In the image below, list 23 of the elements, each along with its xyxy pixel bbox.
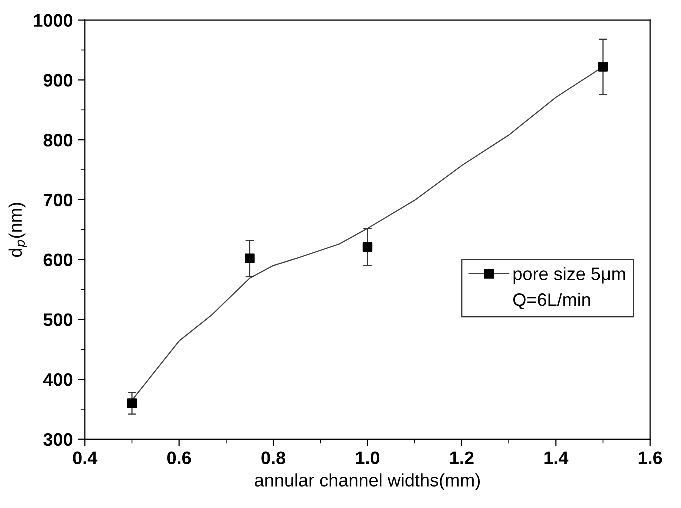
y-axis-title: d$_{p}$(nm) [8, 203, 28, 258]
point [127, 398, 138, 408]
point [245, 254, 255, 264]
x-tick-label: 0.6 [167, 452, 192, 464]
y-tick-label: 1000 [34, 14, 73, 28]
point [598, 62, 608, 72]
x-tick-label: 1.4 [544, 452, 569, 464]
y-tick-label: 400 [43, 373, 73, 386]
y-tick-label: 700 [44, 194, 73, 207]
y-tick-label: 300 [44, 433, 73, 446]
x-tick-label: 1.6 [638, 452, 662, 464]
annotation: Q=6L/min [514, 293, 590, 310]
x-tick-label: 1.2 [450, 452, 474, 464]
y-tick-label: 500 [44, 314, 73, 326]
x-tick-label: 1.0 [356, 452, 380, 464]
y-tick-label: 800 [44, 134, 73, 147]
y-tick-label: 600 [44, 254, 73, 267]
point [362, 242, 373, 252]
legend-label: pore size 5μm [514, 267, 626, 284]
x-tick-label: 0.8 [262, 452, 286, 464]
x-tick-label: 0.4 [73, 452, 98, 464]
y-tick-label: 900 [44, 74, 73, 87]
x-axis-title: annular channel widths(mm) [255, 474, 480, 490]
